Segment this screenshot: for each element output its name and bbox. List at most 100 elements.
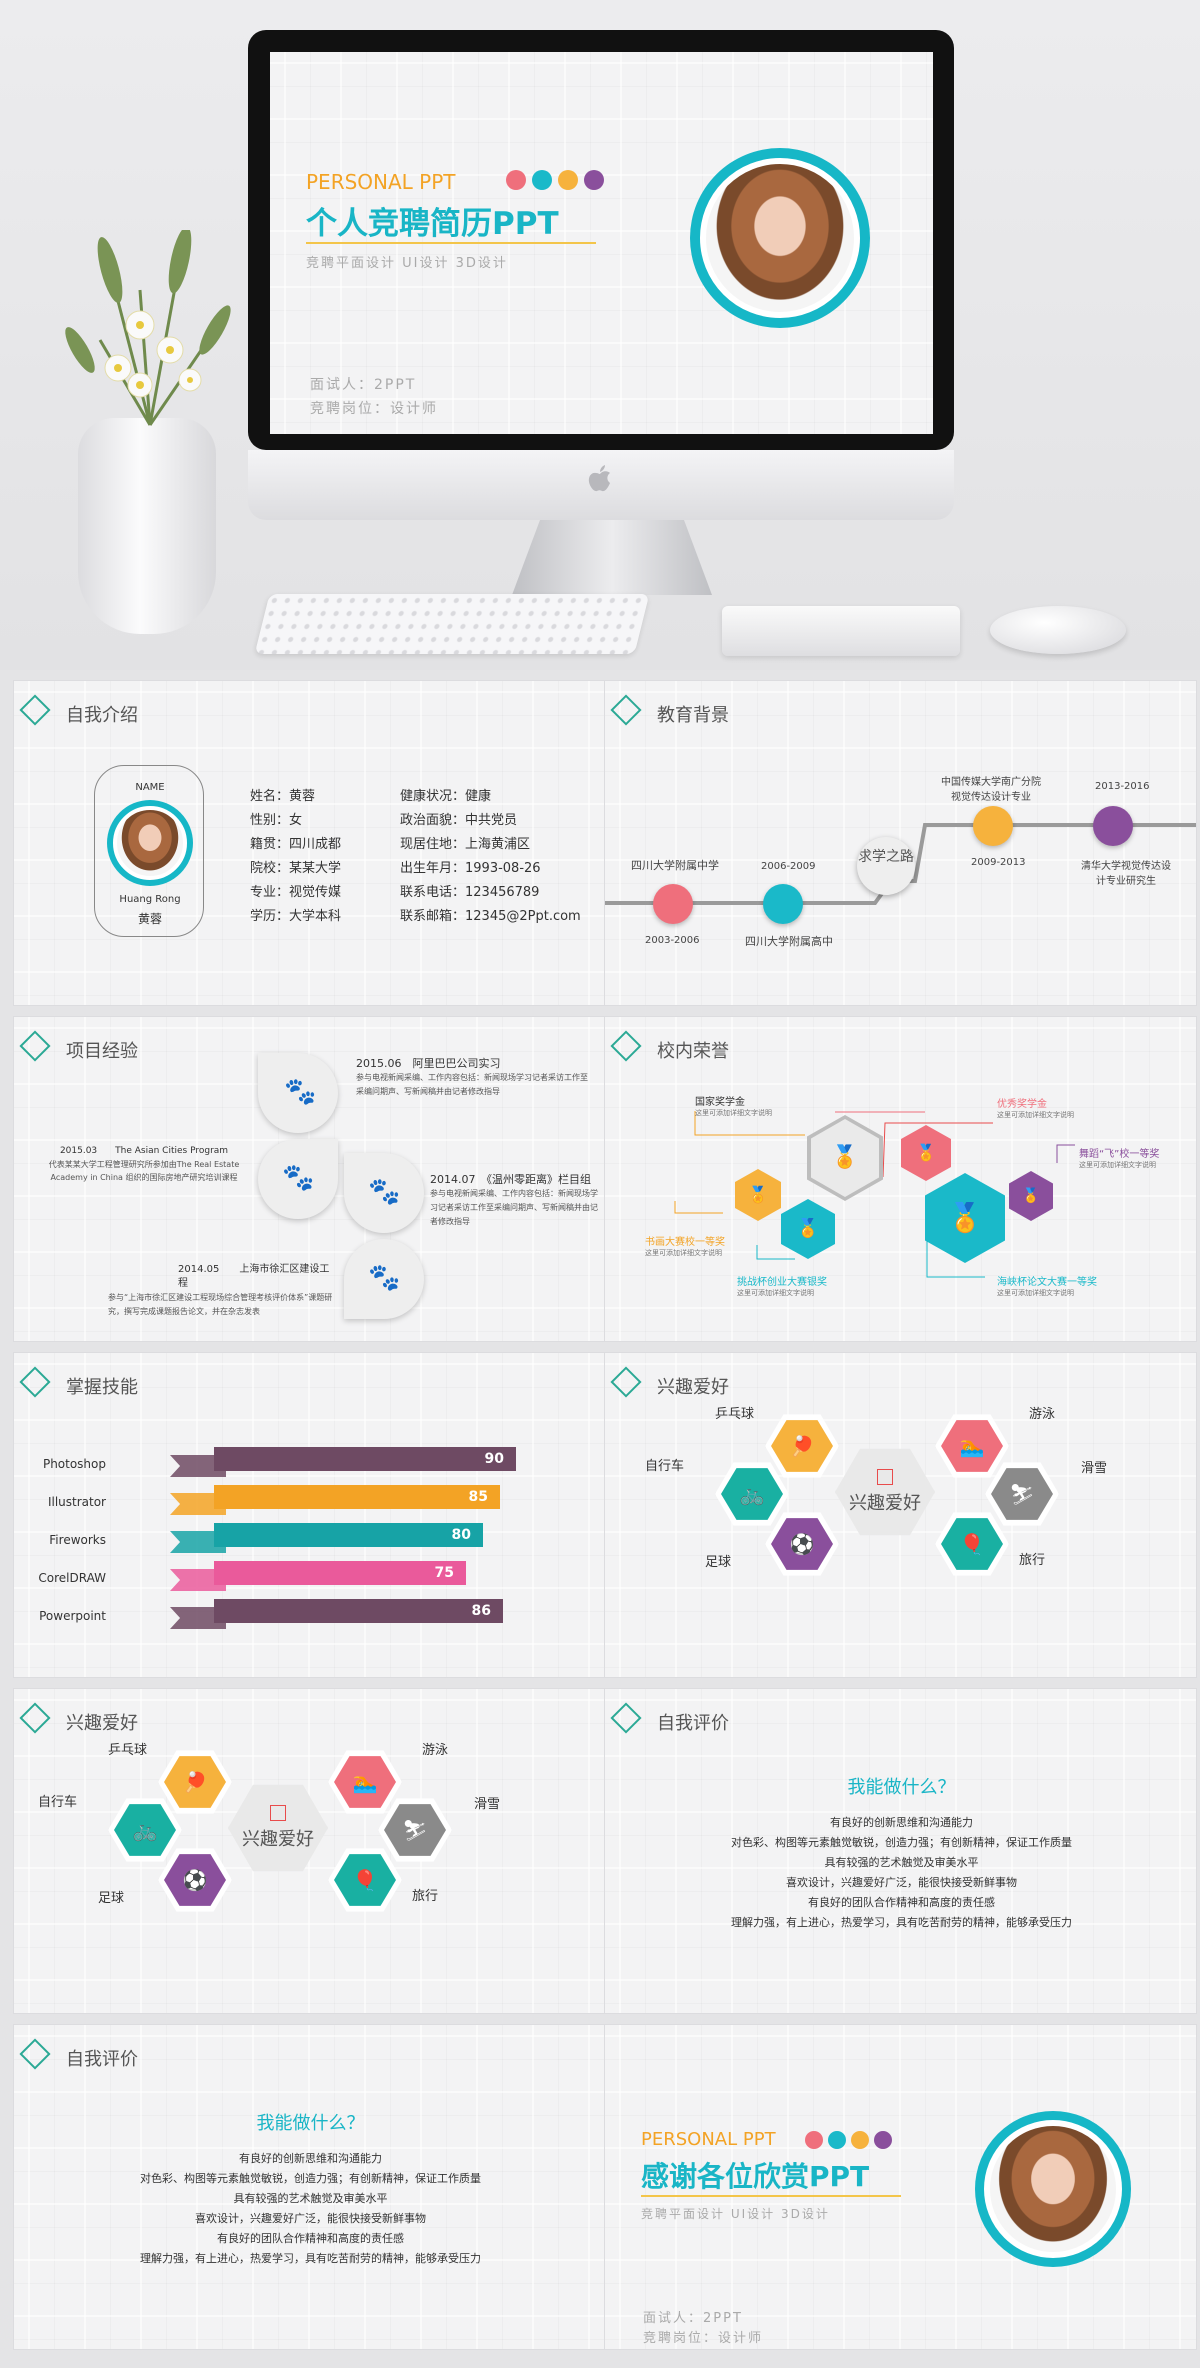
dot-purple xyxy=(584,170,604,190)
eval-line: 有良好的创新思维和沟通能力 xyxy=(239,2152,382,2165)
info-gender: 性别：女 xyxy=(250,813,303,828)
slide-title: 兴趣爱好 xyxy=(66,1713,138,1734)
skill-ribbon-tail xyxy=(170,1569,226,1591)
honor-label-1: 国家奖学金 这里可添加详细文字说明 xyxy=(695,1093,772,1118)
proj-petal-4: 🐾 xyxy=(344,1239,424,1319)
hobby-hex: 🎈 xyxy=(935,1512,1009,1576)
section-diamond-icon xyxy=(610,1366,642,1398)
cover-title: 个人竞聘简历PPT xyxy=(306,206,559,242)
hobby-label: 滑雪 xyxy=(1081,1461,1108,1476)
hobby-label: 旅行 xyxy=(1019,1553,1046,1568)
eval-line: 具有较强的艺术触觉及审美水平 xyxy=(824,1856,979,1869)
honor-desc: 这里可添加详细文字说明 xyxy=(695,1109,772,1117)
info-school: 院校：某某大学 xyxy=(250,861,342,876)
ski-icon: ⛷ xyxy=(402,1818,428,1842)
eval-line: 理解力强，有上进心，热爱学习，具有吃苦耐劳的精神，能够承受压力 xyxy=(140,2252,481,2265)
eval-line: 有良好的团队合作精神和高度的责任感 xyxy=(217,2232,404,2245)
skill-bar: 90 xyxy=(214,1447,516,1471)
hobby-hex: 🎈 xyxy=(328,1848,402,1912)
slide-title: 自我评价 xyxy=(657,1713,729,1734)
slide-intro: 自我介绍 NAME Huang Rong 黄蓉 姓名：黄蓉 性别：女 籍贯：四川… xyxy=(13,680,606,1006)
skill-ribbon-tail xyxy=(170,1607,226,1629)
edu-school-2: 四川大学附属高中 xyxy=(745,935,833,948)
proj-item-1: 2015.06 阿里巴巴公司实习 参与电视新闻采编、工作内容包括：新闻现场学习记… xyxy=(356,1057,588,1099)
slide-education: 教育背景 求学之路 2003-2006 四川大学附属中学 2006-2009 四… xyxy=(604,680,1197,1006)
dot-cyan xyxy=(828,2131,846,2149)
honor-label-4: 书画大赛校一等奖 这里可添加详细文字说明 xyxy=(645,1233,725,1258)
paw-icon-gray: 🐾 xyxy=(284,1077,317,1107)
mouse xyxy=(990,606,1126,654)
skill-ribbon-tail xyxy=(170,1531,226,1553)
edu-dot-2 xyxy=(763,884,803,924)
hobby-hex: 🚲 xyxy=(715,1462,789,1526)
balloon-icon: 🎈 xyxy=(959,1532,985,1556)
hobby-hex: 🏓 xyxy=(765,1414,839,1478)
hobby-label: 旅行 xyxy=(412,1889,439,1904)
skill-ribbon-tail xyxy=(170,1455,226,1477)
slide-title: 自我介绍 xyxy=(66,705,138,726)
slide-evaluation-1: 自我评价 我能做什么？ 有良好的创新思维和沟通能力 对色彩、构图等元素触觉敏锐，创… xyxy=(604,1688,1197,2014)
skill-label: Photoshop xyxy=(42,1457,106,1471)
hobby-hex: 🏊 xyxy=(935,1414,1009,1478)
honor-hex-cyan-small: 🏅 xyxy=(781,1199,835,1259)
honor-hex-big-gray: 🏅 xyxy=(807,1115,883,1201)
proj-item-2: 2015.03 The Asian Cities Program 代表某某大学工… xyxy=(32,1145,256,1184)
slide-honors: 校内荣誉 🏅 🏅 🏅 🏅 🏅 🏅 国家奖学金 这里可添加详细文字说明 优秀奖学金这… xyxy=(604,1016,1197,1342)
honor-title: 书画大赛校一等奖 xyxy=(645,1237,725,1248)
edu-dot-4 xyxy=(1093,806,1133,846)
edu-year-3: 2009-2013 xyxy=(971,857,1026,868)
cover-avatar xyxy=(700,158,860,318)
dot-yellow xyxy=(851,2131,869,2149)
proj-desc-3: 参与电视新闻采编、工作内容包括：新闻现场学习记者采访工作至采编问期声、写新闻稿并… xyxy=(430,1189,598,1226)
honor-hex-red: 🏅 xyxy=(901,1125,951,1181)
edu-dot-3 xyxy=(973,806,1013,846)
cover-position: 竞聘岗位：设计师 xyxy=(310,401,438,417)
info-email: 联系邮箱：12345@2Ppt.com xyxy=(400,909,581,924)
paw-icon-green: 🐾 xyxy=(368,1263,401,1293)
skill-bar: 80 xyxy=(214,1523,483,1547)
thanks-interviewee: 面试人：2PPT xyxy=(643,2311,743,2326)
skill-label: Illustrator xyxy=(47,1495,106,1509)
cover-interviewee: 面试人：2PPT xyxy=(310,377,417,393)
honor-hex-purple: 🏅 xyxy=(1009,1171,1053,1221)
hobby-label: 游泳 xyxy=(1029,1407,1056,1422)
skill-bar: 86 xyxy=(214,1599,503,1623)
edu-dot-1 xyxy=(653,884,693,924)
honor-desc: 这里可添加详细文字说明 xyxy=(1079,1161,1156,1169)
slide-hobbies-2: 兴趣爱好 兴趣爱好 🏓 乒乓球 🚲 自行车 ⚽ 足球 🏊 游泳 ⛷ 滑雪 🎈 旅行 xyxy=(13,1688,606,2014)
thanks-subtitle: 竞聘平面设计 UI设计 3D设计 xyxy=(641,2207,830,2221)
medal-icon: 🏅 xyxy=(947,1201,983,1234)
proj-item-3: 2014.07 《温州零距离》栏目组 参与电视新闻采编、工作内容包括：新闻现场学… xyxy=(430,1173,598,1229)
skills-bar-chart: Photoshop 90 Illustrator 85 Fireworks 80 Corel… xyxy=(14,1353,605,1677)
slide-thanks: PERSONAL PPT 感谢各位欣赏PPT 竞聘平面设计 UI设计 3D设计 … xyxy=(604,2024,1197,2350)
info-phone: 联系电话：123456789 xyxy=(400,885,540,900)
thanks-tag: PERSONAL PPT xyxy=(641,2129,776,2150)
trackpad xyxy=(722,606,960,656)
skill-bar: 85 xyxy=(214,1485,500,1509)
name-cn: 黄蓉 xyxy=(137,912,162,926)
proj-petal-3: 🐾 xyxy=(344,1153,424,1233)
medal-icon: 🏅 xyxy=(1022,1188,1040,1204)
proj-item-4: 2014.05 上海市徐汇区建设工程 参与“上海市徐汇区建设工程现场综合管理考核… xyxy=(108,1263,338,1319)
proj-head-4: 2014.05 上海市徐汇区建设工程 xyxy=(178,1264,330,1289)
medal-icon: 🏅 xyxy=(916,1143,936,1162)
bicycle-icon: 🚲 xyxy=(739,1482,765,1506)
proj-head-1: 2015.06 阿里巴巴公司实习 xyxy=(356,1057,501,1070)
hobby-label: 乒乓球 xyxy=(108,1743,148,1758)
intro-avatar-ring xyxy=(107,800,193,886)
honor-title: 优秀奖学金 xyxy=(997,1099,1047,1110)
eval-lines: 有良好的创新思维和沟通能力 对色彩、构图等元素触觉敏锐，创造力强；有创新精神，保证… xyxy=(14,2149,605,2269)
dot-red xyxy=(805,2131,823,2149)
hobby-label: 足球 xyxy=(98,1891,125,1906)
vase xyxy=(78,418,216,634)
cover-subtitle: 竞聘平面设计 UI设计 3D设计 xyxy=(306,256,508,271)
paw-icon-red: 🐾 xyxy=(368,1177,401,1207)
slide-title: 兴趣爱好 xyxy=(657,1377,729,1398)
proj-head-3: 2014.07 《温州零距离》栏目组 xyxy=(430,1173,591,1186)
hobby-hex: 🏓 xyxy=(158,1750,232,1814)
hobby-hex: ⛷ xyxy=(378,1798,452,1862)
proj-desc-1: 参与电视新闻采编、工作内容包括：新闻现场学习记者采访工作至采编问期声、写新闻稿并… xyxy=(356,1073,588,1096)
dot-cyan xyxy=(532,170,552,190)
flower-plant-icon xyxy=(65,230,231,426)
slide-evaluation-2: 自我评价 我能做什么？ 有良好的创新思维和沟通能力 对色彩、构图等元素触觉敏锐，创… xyxy=(13,2024,606,2350)
